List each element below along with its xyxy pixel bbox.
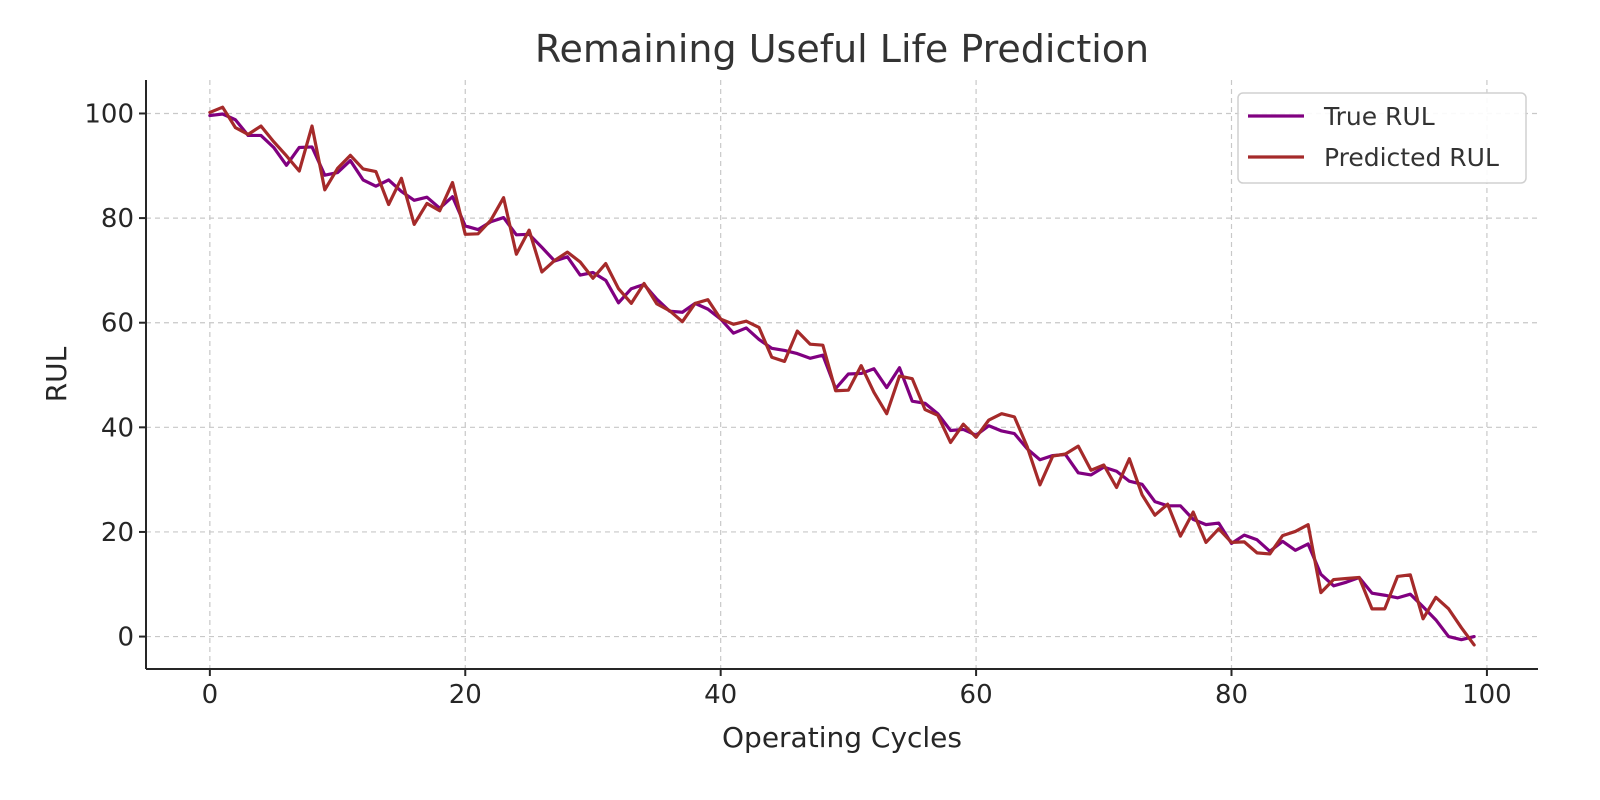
y-tick-label: 40 bbox=[101, 413, 134, 443]
legend-label-true-rul: True RUL bbox=[1323, 102, 1435, 131]
grid bbox=[146, 80, 1538, 669]
x-tick-label: 40 bbox=[704, 680, 737, 710]
y-tick-label: 100 bbox=[84, 99, 134, 129]
y-tick-label: 80 bbox=[101, 204, 134, 234]
legend-items: True RUL Predicted RUL bbox=[1248, 102, 1499, 172]
ticks: 0 20 40 60 80 100 0 20 40 60 80 100 bbox=[84, 99, 1511, 710]
x-axis-label: Operating Cycles bbox=[722, 721, 962, 754]
y-axis-label: RUL bbox=[40, 346, 73, 402]
x-tick-label: 60 bbox=[960, 680, 993, 710]
legend-box bbox=[1237, 92, 1527, 184]
x-tick-label: 100 bbox=[1462, 680, 1512, 710]
y-tick-label: 0 bbox=[117, 623, 134, 653]
y-tick-label: 20 bbox=[101, 518, 134, 548]
series-line-true-rul bbox=[208, 112, 1476, 642]
axes bbox=[145, 80, 1538, 670]
x-tick-label: 80 bbox=[1215, 680, 1248, 710]
legend: True RUL Predicted RUL bbox=[1237, 92, 1527, 184]
series-line-predicted-rul bbox=[208, 105, 1476, 647]
x-tick-label: 0 bbox=[202, 680, 219, 710]
series-layer bbox=[208, 105, 1476, 647]
y-tick-label: 60 bbox=[101, 309, 134, 339]
x-tick-label: 20 bbox=[449, 680, 482, 710]
chart-title: Remaining Useful Life Prediction bbox=[535, 27, 1149, 71]
legend-label-predicted-rul: Predicted RUL bbox=[1324, 143, 1499, 172]
